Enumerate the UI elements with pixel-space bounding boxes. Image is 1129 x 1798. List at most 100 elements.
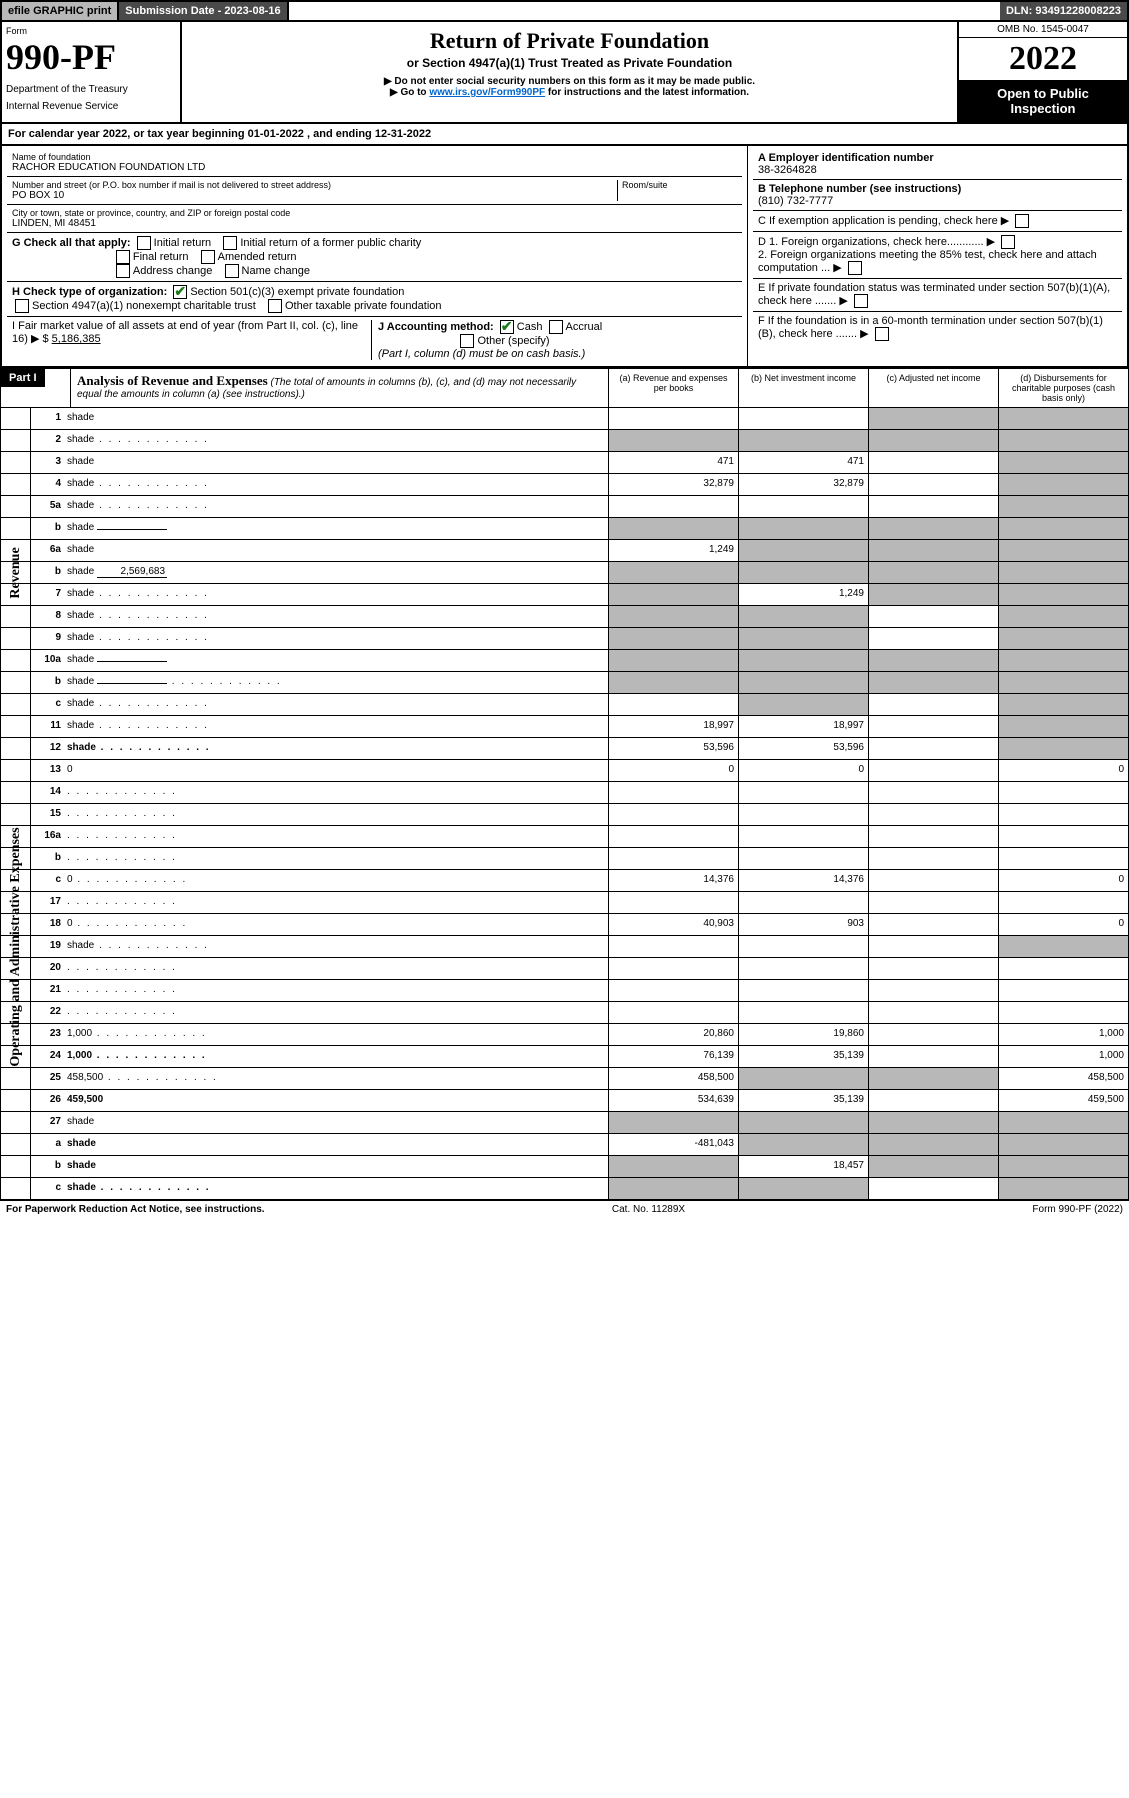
cell-a [608,518,738,539]
cell-d [998,694,1128,715]
cb-accrual[interactable] [549,320,563,334]
cb-cash[interactable] [500,320,514,334]
side-cell [1,804,31,825]
cell-b [738,628,868,649]
cell-c [868,1112,998,1133]
side-cell [1,738,31,759]
cell-b: 18,997 [738,716,868,737]
table-row: 3shade471471 [1,452,1128,474]
dln: DLN: 93491228008223 [1000,2,1127,20]
line-number: 11 [31,716,67,737]
f-60month: F If the foundation is in a 60-month ter… [753,312,1122,344]
form-title: Return of Private Foundation [188,28,951,54]
table-row: 6ashade1,249 [1,540,1128,562]
cb-address[interactable] [116,264,130,278]
line-number: b [31,518,67,539]
cb-f[interactable] [875,327,889,341]
side-cell [1,584,31,605]
cell-d: 1,000 [998,1024,1128,1045]
cell-a: 1,249 [608,540,738,561]
line-number: 24 [31,1046,67,1067]
cell-d [998,804,1128,825]
line-desc: shade [67,672,608,693]
cell-d [998,782,1128,803]
cell-c [868,1024,998,1045]
cell-a [608,694,738,715]
cell-c [868,694,998,715]
cb-e[interactable] [854,294,868,308]
cell-a: 458,500 [608,1068,738,1089]
side-cell [1,408,31,429]
table-row: 26459,500534,63935,139459,500 [1,1090,1128,1112]
part1-grid: 1shade2shade3shade4714714shade32,87932,8… [0,408,1129,1200]
cb-amended[interactable] [201,250,215,264]
cell-a: 20,860 [608,1024,738,1045]
table-row: 12shade53,59653,596 [1,738,1128,760]
side-cell [1,1156,31,1177]
line-number: c [31,694,67,715]
cb-other-method[interactable] [460,334,474,348]
ein-label: A Employer identification number [758,152,934,164]
line-desc: 0 [67,760,608,781]
line-desc: 0 [67,914,608,935]
line-desc: shade [67,1156,608,1177]
cell-a [608,672,738,693]
cell-b: 14,376 [738,870,868,891]
cb-501c3[interactable] [173,285,187,299]
cell-c [868,496,998,517]
cell-c [868,1134,998,1155]
cell-d [998,584,1128,605]
line-desc: shade [67,1134,608,1155]
cb-other-tax[interactable] [268,299,282,313]
cell-c [868,1002,998,1023]
cell-c [868,672,998,693]
side-cell [1,672,31,693]
tel-label: B Telephone number (see instructions) [758,183,961,195]
line-number: 17 [31,892,67,913]
form-number: 990-PF [6,36,176,78]
fmv-value: 5,186,385 [52,333,101,345]
cell-b: 19,860 [738,1024,868,1045]
irs-link[interactable]: www.irs.gov/Form990PF [429,87,545,98]
side-cell [1,430,31,451]
efile-label: efile GRAPHIC print [2,2,119,20]
cell-d [998,1134,1128,1155]
cb-name[interactable] [225,264,239,278]
i-fmv: I Fair market value of all assets at end… [12,320,371,360]
cell-c [868,628,998,649]
table-row: 8shade [1,606,1128,628]
cb-d1[interactable] [1001,235,1015,249]
cb-initial-former[interactable] [223,236,237,250]
cb-final[interactable] [116,250,130,264]
cb-initial[interactable] [137,236,151,250]
cell-a [608,606,738,627]
table-row: cshade [1,1178,1128,1200]
line-number: 20 [31,958,67,979]
cell-b [738,892,868,913]
cb-4947[interactable] [15,299,29,313]
cell-a: 32,879 [608,474,738,495]
cell-b: 35,139 [738,1090,868,1111]
cell-a: 471 [608,452,738,473]
side-cell [1,980,31,1001]
line-desc [67,804,608,825]
cell-b [738,650,868,671]
cell-a [608,958,738,979]
cell-d [998,562,1128,583]
cell-d [998,474,1128,495]
cell-a [608,848,738,869]
cell-b [738,804,868,825]
cell-d [998,958,1128,979]
cell-d [998,738,1128,759]
line-number: b [31,672,67,693]
telephone: (810) 732-7777 [758,195,833,207]
cb-c[interactable] [1015,214,1029,228]
cell-a: 76,139 [608,1046,738,1067]
open-public: Open to Public Inspection [959,80,1127,122]
cell-a [608,826,738,847]
cell-a [608,628,738,649]
cb-d2[interactable] [848,261,862,275]
cell-d [998,826,1128,847]
cell-c [868,1178,998,1199]
table-row: Revenuebshade 2,569,683 [1,562,1128,584]
